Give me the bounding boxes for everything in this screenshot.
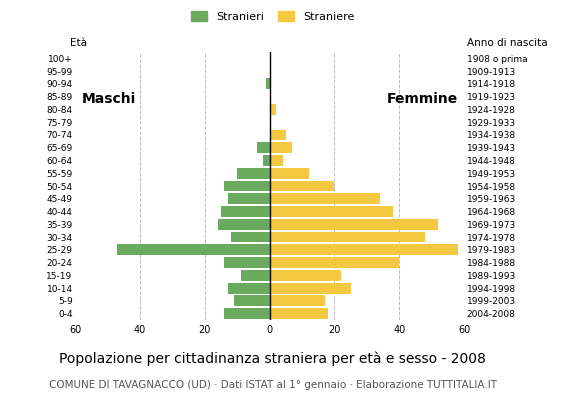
Bar	[270, 219, 438, 230]
Bar	[270, 244, 458, 255]
Bar	[266, 78, 270, 89]
Bar	[270, 283, 351, 294]
Bar	[270, 142, 292, 153]
Bar	[118, 244, 270, 255]
Text: Età: Età	[70, 38, 86, 48]
Bar	[218, 219, 270, 230]
Text: Maschi: Maschi	[82, 92, 136, 106]
Bar	[270, 155, 282, 166]
Bar	[221, 206, 270, 217]
Bar	[224, 180, 270, 192]
Bar	[270, 168, 309, 179]
Bar	[270, 180, 335, 192]
Bar	[270, 257, 399, 268]
Bar	[231, 232, 270, 242]
Text: Anno di nascita: Anno di nascita	[467, 38, 548, 48]
Bar	[270, 206, 393, 217]
Bar	[237, 168, 270, 179]
Legend: Stranieri, Straniere: Stranieri, Straniere	[187, 8, 358, 25]
Bar	[270, 296, 325, 306]
Bar	[263, 155, 270, 166]
Text: Popolazione per cittadinanza straniera per età e sesso - 2008: Popolazione per cittadinanza straniera p…	[59, 352, 486, 366]
Bar	[227, 193, 270, 204]
Bar	[270, 270, 341, 281]
Bar	[270, 232, 425, 242]
Bar	[270, 130, 286, 140]
Bar	[224, 257, 270, 268]
Bar	[257, 142, 270, 153]
Bar	[224, 308, 270, 319]
Text: Femmine: Femmine	[386, 92, 458, 106]
Bar	[241, 270, 270, 281]
Bar	[270, 104, 276, 115]
Text: COMUNE DI TAVAGNACCO (UD) · Dati ISTAT al 1° gennaio · Elaborazione TUTTITALIA.I: COMUNE DI TAVAGNACCO (UD) · Dati ISTAT a…	[49, 380, 496, 390]
Bar	[270, 193, 380, 204]
Bar	[270, 308, 328, 319]
Bar	[227, 283, 270, 294]
Bar	[234, 296, 270, 306]
